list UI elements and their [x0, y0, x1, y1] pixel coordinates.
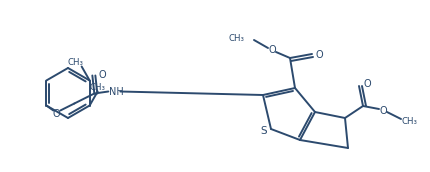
- Text: S: S: [261, 126, 267, 136]
- Text: O: O: [363, 79, 371, 89]
- Text: CH₃: CH₃: [401, 116, 417, 126]
- Text: CH₃: CH₃: [68, 58, 84, 67]
- Text: O: O: [379, 106, 387, 116]
- Text: CH₃: CH₃: [228, 34, 244, 42]
- Text: O: O: [52, 109, 60, 119]
- Text: O: O: [268, 45, 276, 55]
- Text: CH₃: CH₃: [89, 83, 106, 92]
- Text: O: O: [98, 69, 106, 79]
- Text: NH: NH: [109, 87, 124, 96]
- Text: O: O: [315, 50, 323, 60]
